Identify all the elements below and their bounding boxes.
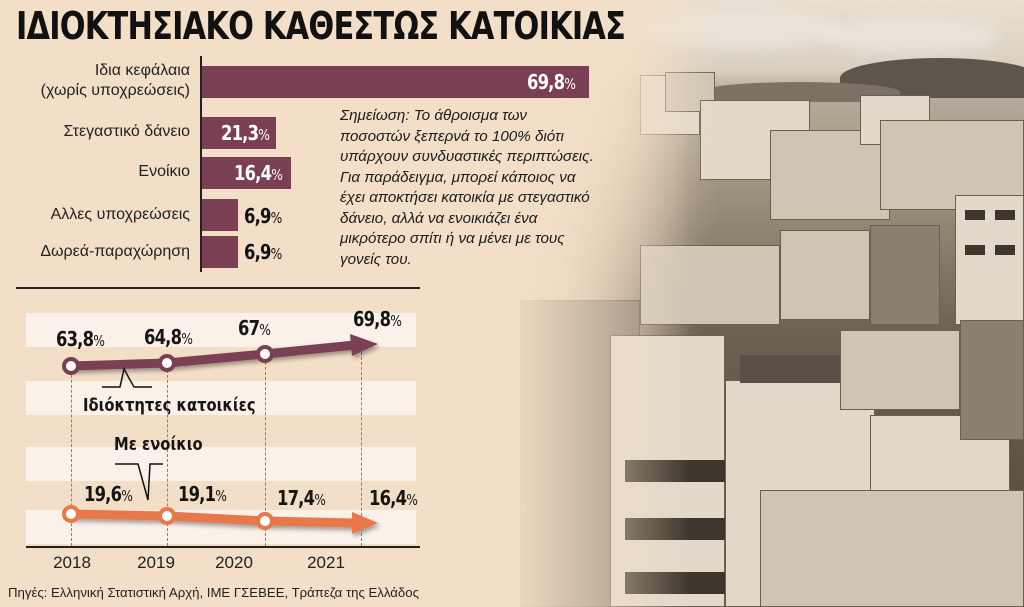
bar-mortgage (202, 117, 276, 149)
owner-point-2018 (62, 357, 80, 375)
rent-point-2020 (256, 512, 274, 530)
note-text: Σημείωση: Το άθροισμα των ποσοστών ξεπερ… (340, 107, 594, 268)
bar-label-other-obligations: Αλλες υποχρεώσεις (50, 206, 190, 223)
owner-value-2020: 67% (238, 316, 271, 340)
rent-value-2018: 19,6% (84, 482, 133, 506)
bar-value-own-funds: 69,8% (527, 70, 576, 94)
bar-label-line1: Ιδια κεφάλαια (94, 62, 190, 79)
rent-callout-pointer (115, 463, 163, 501)
bar-donation (202, 236, 238, 268)
bar-axis (200, 56, 202, 272)
band (26, 381, 416, 415)
rent-value-2020: 17,4% (277, 486, 326, 510)
guide-2021 (361, 352, 362, 546)
bar-label-line2: (χωρίς υποχρεώσεις) (40, 82, 190, 99)
bar-label-donation: Δωρεά-παραχώρηση (40, 243, 190, 260)
owner-value-2018: 63,8% (56, 327, 105, 351)
rent-point-2019 (158, 507, 176, 525)
bar-value-other-obligations: 6,9% (244, 204, 282, 228)
rent-point-2018 (62, 505, 80, 523)
guide-2019 (167, 370, 168, 546)
guide-2020 (265, 362, 266, 546)
rent-value-2021: 16,4% (369, 486, 418, 510)
x-tick-2018: 2018 (53, 553, 91, 572)
owner-line (70, 334, 378, 371)
bar-value-rent: 16,4% (234, 161, 283, 185)
bar-value-donation: 6,9% (244, 240, 282, 264)
bar-label-rent: Ενοίκιο (138, 163, 190, 180)
x-axis-baseline (26, 546, 420, 548)
x-tick-2019: 2019 (137, 553, 175, 572)
owner-callout-pointer (102, 366, 152, 388)
owner-series-label: Ιδιόκτητες κατοικίες (83, 395, 256, 416)
x-tick-2020: 2020 (215, 553, 253, 572)
page-title: ΙΔΙΟΚΤΗΣΙΑΚΟ ΚΑΘΕΣΤΩΣ ΚΑΤΟΙΚΙΑΣ (16, 4, 626, 48)
source-note: Πηγές: Ελληνική Στατιστική Αρχή, ΙΜΕ ΓΣΕ… (8, 585, 419, 600)
band (26, 447, 416, 481)
rent-line (70, 509, 378, 534)
owner-value-2019: 64,8% (144, 325, 193, 349)
bar-value-mortgage: 21,3% (221, 121, 270, 145)
bar-other-obligations (202, 199, 238, 231)
bar-own-funds (202, 66, 589, 98)
rent-value-2019: 19,1% (178, 482, 227, 506)
bar-label-mortgage: Στεγαστικό δάνειο (63, 123, 190, 140)
x-tick-2021: 2021 (307, 553, 345, 572)
bar-label-own-funds: Ιδια κεφάλαια (χωρίς υποχρεώσεις) (41, 61, 190, 101)
rent-series-label: Με ενοίκιο (114, 434, 203, 455)
section-divider (16, 287, 420, 289)
owner-point-2020 (256, 345, 274, 363)
bar-rent (202, 157, 291, 189)
owner-point-2019 (158, 354, 176, 372)
owner-value-2021: 69,8% (353, 307, 402, 331)
guide-2018 (71, 370, 72, 546)
